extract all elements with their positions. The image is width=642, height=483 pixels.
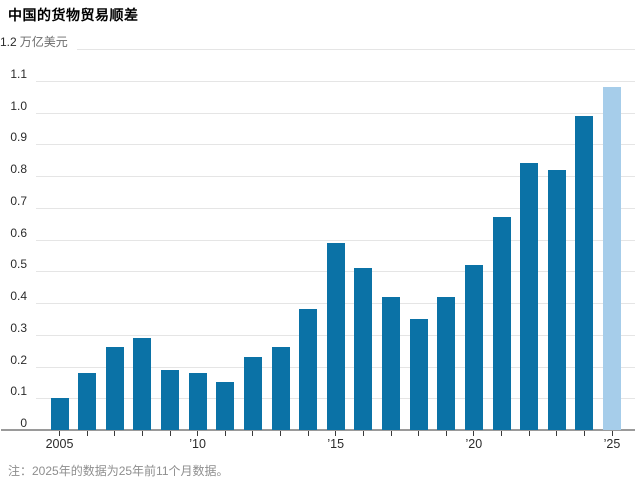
y-tick-label: 1.0 <box>10 98 27 113</box>
x-axis-tick-2024 <box>583 431 585 436</box>
chart-bar-2016 <box>354 268 373 430</box>
y-grid-row: 1.2 万亿美元 <box>0 34 635 50</box>
chart-bar-2024 <box>575 116 594 430</box>
x-axis-tick-2006 <box>86 431 88 436</box>
chart-bar-2009 <box>161 370 179 430</box>
x-axis-tick-2020 <box>473 431 475 436</box>
chart-footnote: 注：2025年的数据为25年前11个月数据。 <box>8 464 229 478</box>
chart-bar-2017 <box>382 297 400 430</box>
x-axis-tick-2021 <box>501 431 502 436</box>
chart-bar-2021 <box>492 217 511 430</box>
chart-bar-2018 <box>409 319 428 430</box>
chart-bar-2014 <box>299 309 318 430</box>
x-axis-tick-2010 <box>197 431 199 436</box>
x-axis-tick-2012 <box>252 431 254 436</box>
x-axis-tick-2015 <box>335 431 337 436</box>
chart-bar-2022 <box>520 163 539 430</box>
x-axis-tick-2022 <box>528 431 530 436</box>
x-axis-tick-2008 <box>141 431 143 436</box>
chart-bar-2008 <box>133 338 152 430</box>
x-axis-tick-2023 <box>556 431 558 436</box>
x-axis-tick-2011 <box>224 431 226 436</box>
x-axis-tick-2014 <box>307 431 309 436</box>
y-grid-row: 0.2 <box>0 352 635 368</box>
chart-bar-2006 <box>78 373 97 430</box>
y-tick-label: 0.8 <box>10 162 27 176</box>
chart-bar-2010 <box>188 373 207 430</box>
y-tick-label: 0.1 <box>10 384 27 399</box>
y-grid-row: 0.3 <box>0 320 635 336</box>
chart-bar-2023 <box>547 170 566 430</box>
chart-bar-2012 <box>243 357 262 430</box>
y-gridline <box>36 80 635 82</box>
x-axis-tick-2005 <box>59 431 60 436</box>
chart-bar-2005 <box>50 398 69 430</box>
chart-bar-2007 <box>105 347 124 430</box>
y-tick-label: 1.1 <box>10 66 27 81</box>
x-axis-tick-2009 <box>169 431 171 436</box>
x-tick-label-2020: ’20 <box>465 437 483 451</box>
y-grid-row: 1.0 <box>0 98 635 114</box>
y-axis-unit-label: 万亿美元 <box>19 35 68 49</box>
x-axis-tick-2019 <box>445 431 447 436</box>
y-tick-label: 0.4 <box>10 289 27 303</box>
x-tick-label-2025: ’25 <box>603 437 621 451</box>
x-axis-tick-2018 <box>418 431 420 436</box>
y-tick-label: 0.3 <box>10 320 27 335</box>
x-axis-tick-2025 <box>611 431 613 436</box>
y-gridline <box>36 112 635 114</box>
x-axis-tick-2007 <box>114 431 116 436</box>
y-grid-row: 0.8 <box>0 161 635 177</box>
y-gridline <box>36 144 635 146</box>
y-gridline <box>76 49 635 50</box>
chart-bar-2025 <box>603 87 621 430</box>
y-gridline <box>36 239 635 241</box>
chart-bar-2019 <box>437 297 456 430</box>
y-grid-row: 0.7 <box>0 193 635 209</box>
chart-bar-2020 <box>464 265 483 430</box>
y-gridline <box>36 207 635 209</box>
y-tick-label: 0.2 <box>10 352 27 367</box>
x-tick-label-2005: 2005 <box>45 437 74 451</box>
y-tick-label: 0.5 <box>10 257 27 272</box>
y-gridline <box>36 176 635 177</box>
x-axis-tick-2016 <box>362 431 364 436</box>
chart-bar-2013 <box>271 347 290 430</box>
x-tick-label-2010: ’10 <box>189 437 206 451</box>
y-grid-row: 0.6 <box>0 225 635 241</box>
y-grid-row: 0.4 <box>0 288 635 304</box>
y-grid-row: 0.5 <box>0 256 635 273</box>
x-tick-label-2015: ’15 <box>327 437 345 451</box>
y-tick-label: 0.9 <box>10 130 27 145</box>
y-grid-row: 0.9 <box>0 129 635 146</box>
x-axis-tick-2013 <box>280 431 281 436</box>
chart-bar-2011 <box>216 382 235 430</box>
y-tick-label: 0.6 <box>10 225 27 240</box>
y-tick-label: 1.2 万亿美元 <box>0 35 68 49</box>
chart-bar-2015 <box>326 243 345 430</box>
chart-title: 中国的货物贸易顺差 <box>8 7 139 23</box>
x-axis-line <box>1 429 635 431</box>
y-grid-row: 1.1 <box>0 66 635 82</box>
x-axis-tick-2017 <box>390 431 392 436</box>
y-tick-label: 0.7 <box>10 193 27 208</box>
